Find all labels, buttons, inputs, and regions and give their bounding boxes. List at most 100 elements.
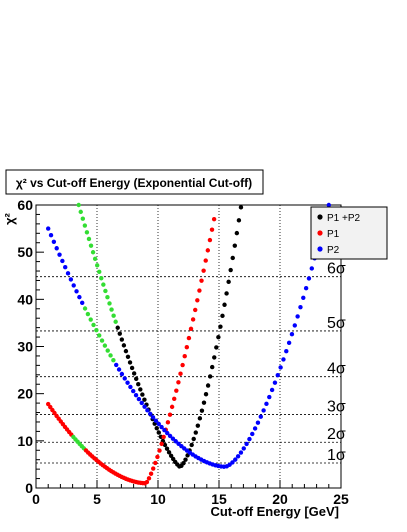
data-point	[193, 307, 198, 313]
data-point	[148, 471, 154, 476]
data-point	[228, 267, 233, 273]
x-tick-label: 25	[333, 491, 349, 507]
data-point	[233, 457, 238, 462]
data-point	[119, 337, 125, 342]
sigma-label: 3σ	[327, 398, 346, 415]
data-point	[146, 476, 152, 481]
x-tick-label: 20	[272, 491, 288, 507]
data-point	[94, 328, 99, 333]
data-point	[269, 387, 275, 393]
data-point	[68, 277, 74, 282]
data-point	[122, 376, 127, 381]
data-point	[97, 269, 102, 275]
chart-title-box: χ² vs Cut-off Energy (Exponential Cut-of…	[5, 169, 264, 195]
data-point	[159, 441, 164, 447]
data-point	[181, 461, 186, 466]
data-point	[156, 421, 161, 427]
data-point	[252, 426, 258, 431]
data-point	[153, 418, 159, 423]
data-point	[170, 436, 176, 441]
data-point	[261, 408, 266, 413]
data-point	[99, 276, 104, 281]
data-point	[182, 354, 187, 359]
data-point	[197, 416, 203, 421]
data-point	[188, 326, 194, 332]
y-tick-label: 0	[25, 480, 33, 496]
sigma-levels: 1σ 2σ 3σ 4σ 5σ 6σ	[36, 261, 346, 464]
data-point	[267, 394, 272, 400]
data-point	[129, 365, 135, 371]
data-point	[278, 365, 283, 370]
data-point	[197, 288, 202, 293]
data-point	[94, 263, 100, 268]
legend: P1 +P2 P1 P2	[310, 206, 388, 260]
data-point	[190, 317, 196, 322]
data-point	[203, 258, 208, 263]
data-point	[207, 237, 213, 243]
data-point	[232, 243, 237, 248]
data-point	[250, 431, 255, 437]
data-point	[113, 319, 118, 324]
data-point	[82, 223, 88, 228]
data-point	[172, 396, 177, 402]
data-point	[156, 430, 161, 435]
data-point	[88, 317, 93, 322]
data-point	[165, 420, 171, 425]
data-point	[326, 202, 331, 208]
data-point	[117, 331, 122, 336]
data-point	[212, 355, 217, 360]
y-tick-label: 20	[17, 386, 33, 402]
data-point	[77, 294, 82, 300]
data-point	[238, 205, 244, 210]
data-point	[105, 348, 110, 353]
data-point	[209, 227, 215, 232]
data-point	[184, 345, 190, 350]
data-point	[176, 380, 181, 385]
sigma-label: 6σ	[327, 261, 346, 278]
data-point	[142, 397, 147, 402]
data-point	[109, 307, 114, 312]
data-point	[97, 333, 102, 338]
data-point	[174, 388, 179, 393]
data-point	[144, 479, 150, 485]
data-point	[272, 380, 278, 385]
data-point	[264, 401, 269, 407]
data-point	[178, 371, 183, 376]
data-point	[241, 446, 246, 451]
y-tick-label: 50	[17, 244, 33, 260]
data-point	[145, 408, 150, 413]
data-point	[214, 345, 219, 350]
data-point	[155, 454, 160, 460]
data-point	[306, 276, 312, 281]
data-point	[74, 289, 79, 294]
data-point	[92, 256, 98, 262]
data-point	[128, 384, 133, 390]
data-point	[216, 334, 221, 340]
data-point	[199, 408, 205, 413]
legend-box	[310, 206, 388, 260]
data-point	[150, 415, 156, 420]
data-point	[71, 283, 76, 288]
data-point	[157, 448, 162, 453]
data-point	[46, 226, 51, 231]
sigma-label: 2σ	[327, 426, 346, 443]
data-point	[84, 230, 90, 235]
data-point	[125, 380, 130, 385]
data-point	[153, 460, 158, 466]
data-point	[201, 400, 207, 405]
data-point	[309, 266, 314, 271]
data-point	[151, 466, 156, 471]
data-point	[159, 424, 164, 430]
data-point	[201, 268, 206, 273]
data-point	[298, 304, 303, 310]
data-point	[167, 433, 173, 439]
data-point	[60, 258, 65, 264]
data-point	[139, 400, 144, 406]
data-point	[91, 322, 96, 328]
data-point	[168, 453, 174, 458]
data-point	[108, 353, 113, 358]
data-point	[51, 239, 57, 244]
data-point	[63, 265, 68, 270]
data-point	[238, 450, 244, 455]
data-point	[301, 295, 306, 300]
